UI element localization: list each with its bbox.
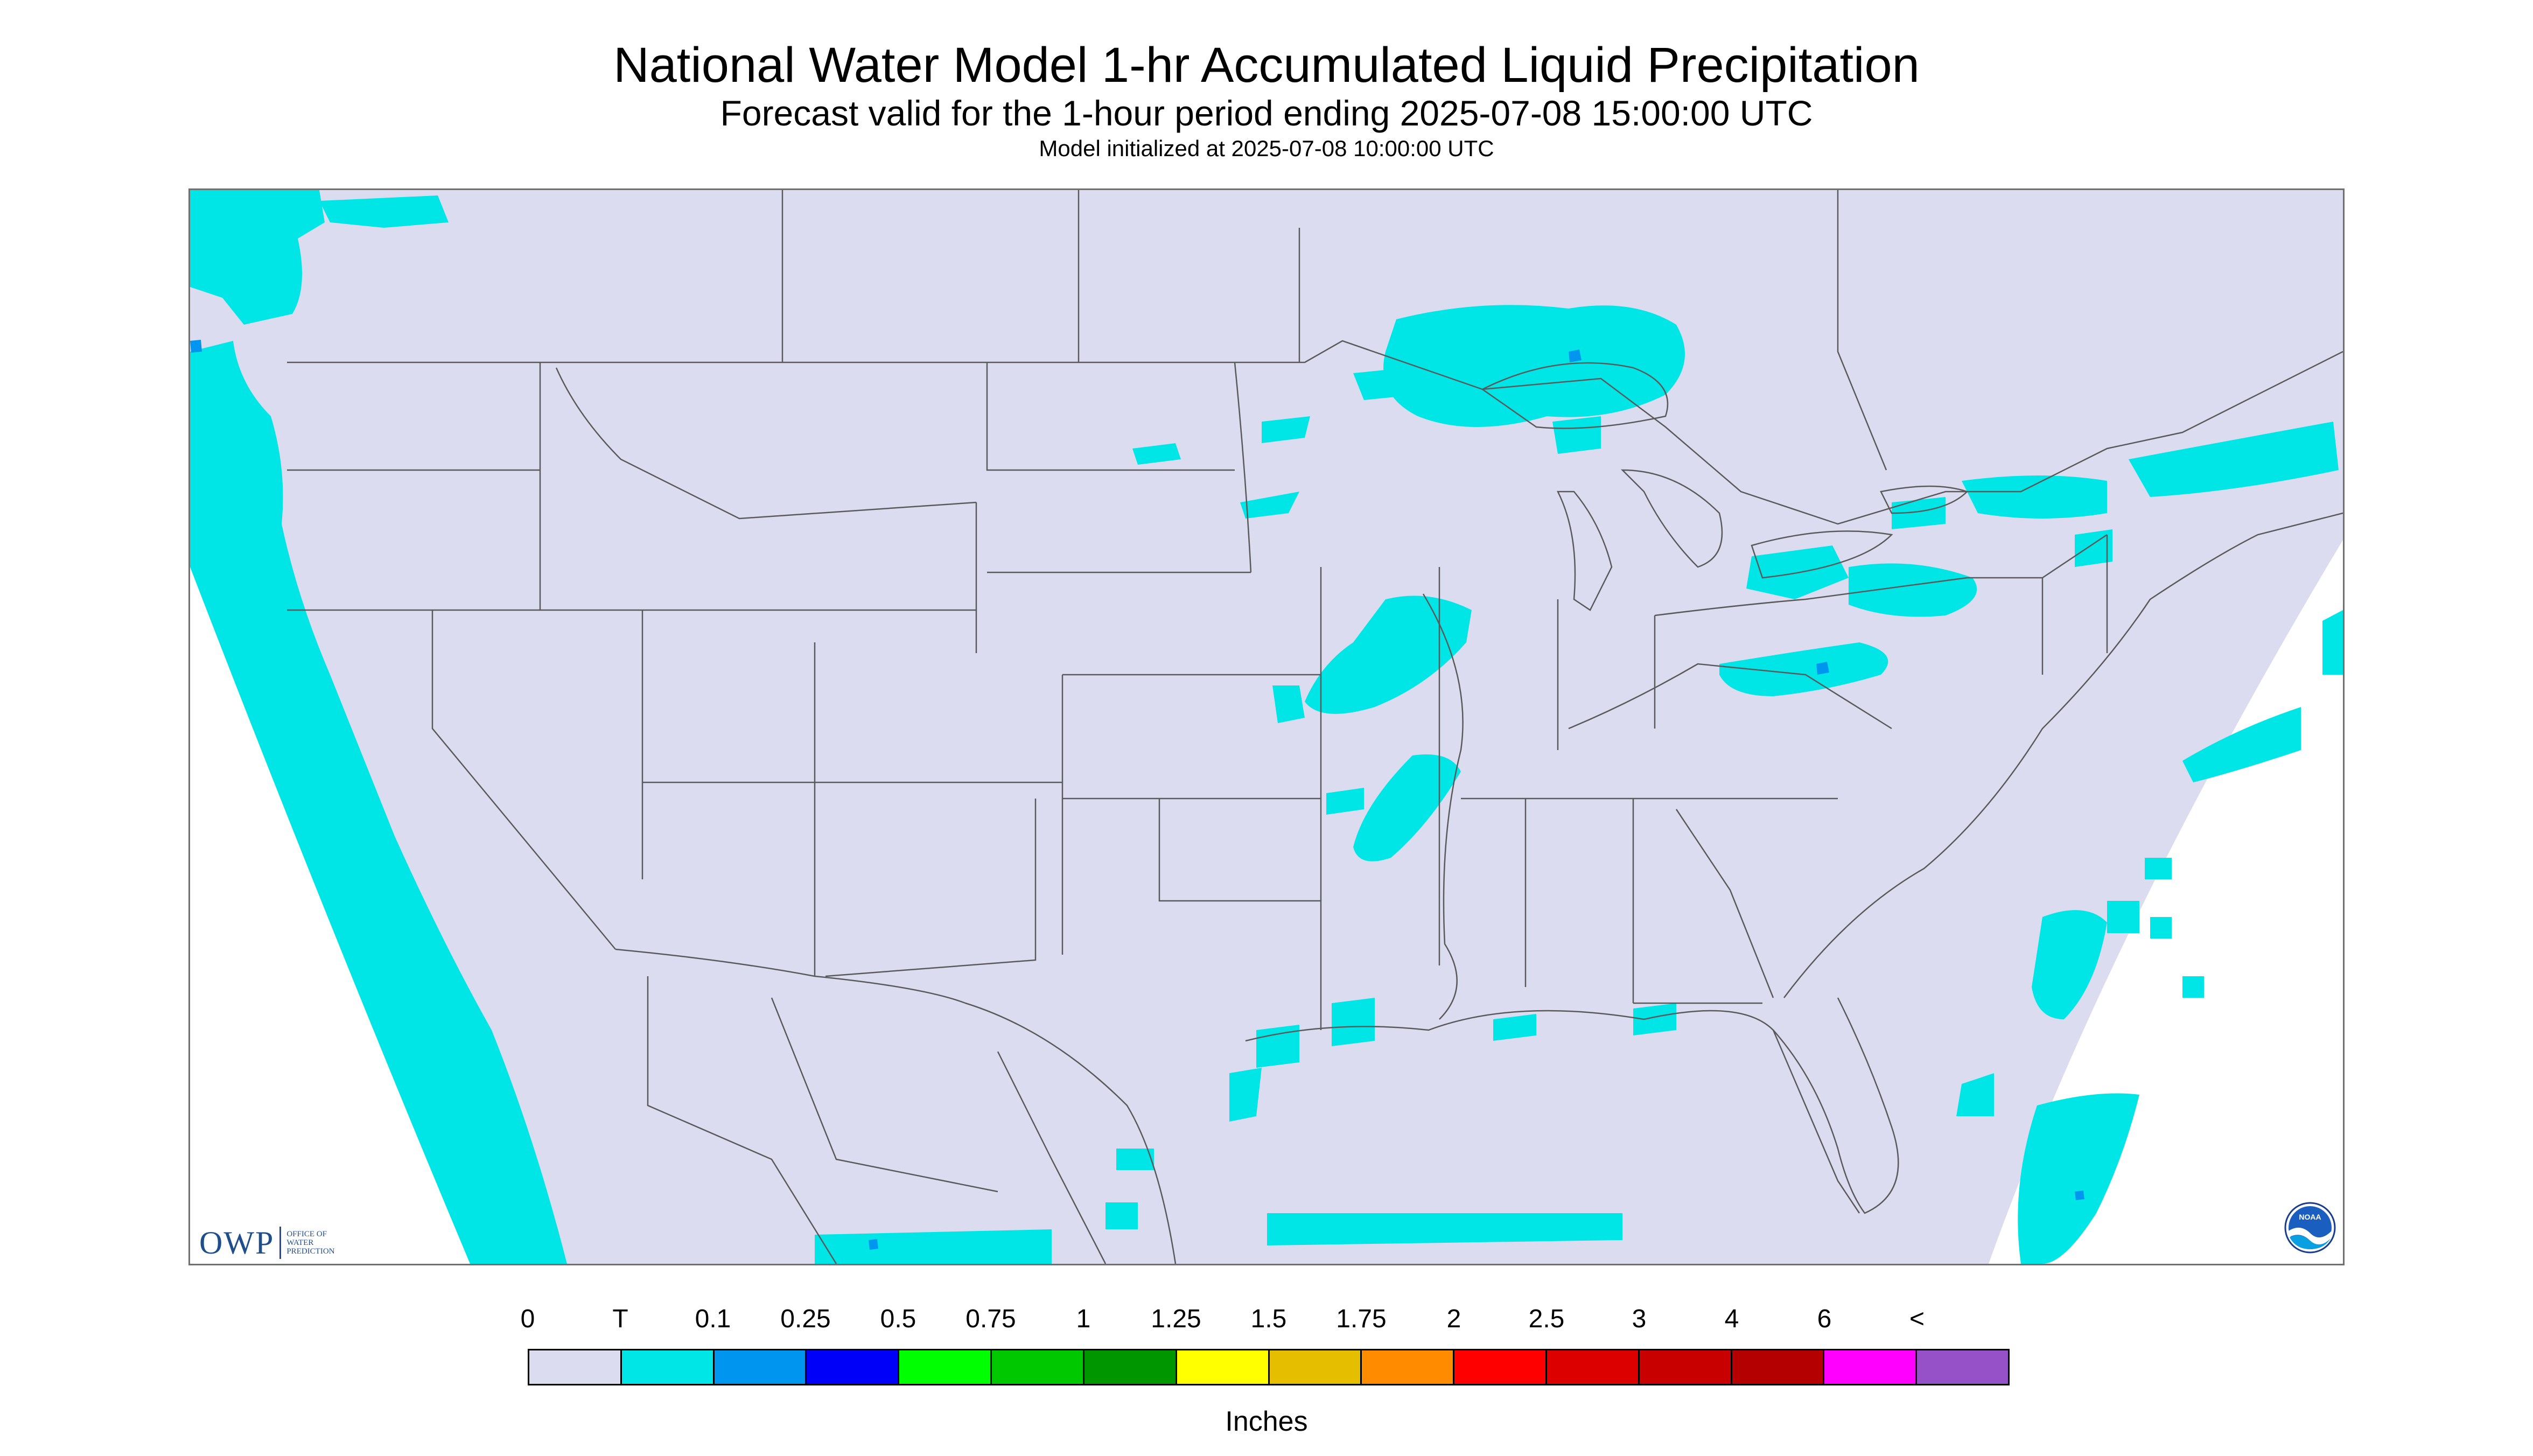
legend-swatch (1917, 1350, 2008, 1384)
legend-swatch (807, 1350, 900, 1384)
legend-tick-label: 3 (1632, 1305, 1647, 1333)
legend-swatch (621, 1350, 715, 1384)
model-domain (190, 190, 2343, 1264)
legend-tick-label: < (1909, 1305, 1925, 1333)
owp-logo-divider (279, 1227, 282, 1259)
boundary-lines (287, 190, 2343, 1264)
owp-sub-line-1: OFFICE OF (286, 1230, 327, 1238)
legend-swatch (1177, 1350, 1270, 1384)
owp-logo: OWP OFFICE OF WATER PREDICTION (199, 1224, 362, 1261)
legend-swatch (1362, 1350, 1455, 1384)
legend-tick-label: 0.75 (965, 1305, 1016, 1333)
legend-swatch (1454, 1350, 1547, 1384)
legend-tick-label: 0.5 (880, 1305, 916, 1333)
legend-swatch (1824, 1350, 1918, 1384)
legend-units-label: Inches (1225, 1406, 1308, 1437)
owp-sub-line-3: PREDICTION (286, 1247, 335, 1256)
noaa-logo-text: NOAA (2299, 1213, 2321, 1221)
owp-logo-subtext: OFFICE OF WATER PREDICTION (286, 1230, 362, 1256)
legend-tick-label: 0.1 (695, 1305, 731, 1333)
legend-swatch (1547, 1350, 1640, 1384)
precip-light-cells (190, 340, 2084, 1250)
precip-trace-areas (190, 190, 2343, 1264)
map-panel (188, 188, 2345, 1265)
legend-swatch (1732, 1350, 1825, 1384)
legend-tick-label: 4 (1724, 1305, 1739, 1333)
legend-colorbar (528, 1349, 2010, 1385)
legend-tick-label: 2.5 (1528, 1305, 1565, 1333)
legend-tick-labels: 0 T 0.1 0.25 0.5 0.75 1 1.25 1.5 1.75 2 2.5 3 4 6 < (0, 1303, 2533, 1335)
legend-tick-label: 1.25 (1151, 1305, 1201, 1333)
legend-tick-label: 6 (1817, 1305, 1832, 1333)
legend-swatch (714, 1350, 807, 1384)
map-canvas (190, 190, 2343, 1264)
legend-tick-label: 1.5 (1250, 1305, 1287, 1333)
map-subtitle: Forecast valid for the 1-hour period end… (720, 93, 1813, 133)
legend-tick-label: 1.75 (1336, 1305, 1387, 1333)
owp-logo-text: OWP (199, 1224, 275, 1261)
noaa-logo-icon (2284, 1202, 2336, 1254)
legend-swatch (1084, 1350, 1177, 1384)
legend-swatch (1269, 1350, 1362, 1384)
legend-tick-label: 0.25 (780, 1305, 831, 1333)
legend-tick-label: 2 (1446, 1305, 1461, 1333)
legend-swatch (899, 1350, 992, 1384)
map-title: National Water Model 1-hr Accumulated Li… (613, 38, 1920, 93)
owp-sub-line-2: WATER (286, 1238, 314, 1247)
legend-swatch (1639, 1350, 1732, 1384)
model-init-line: Model initialized at 2025-07-08 10:00:00… (1039, 136, 1494, 161)
legend-swatch (992, 1350, 1084, 1384)
legend-tick-label: 1 (1076, 1305, 1091, 1333)
legend-swatch (529, 1350, 622, 1384)
legend-tick-label: T (612, 1305, 628, 1333)
legend-tick-label: 0 (520, 1305, 535, 1333)
